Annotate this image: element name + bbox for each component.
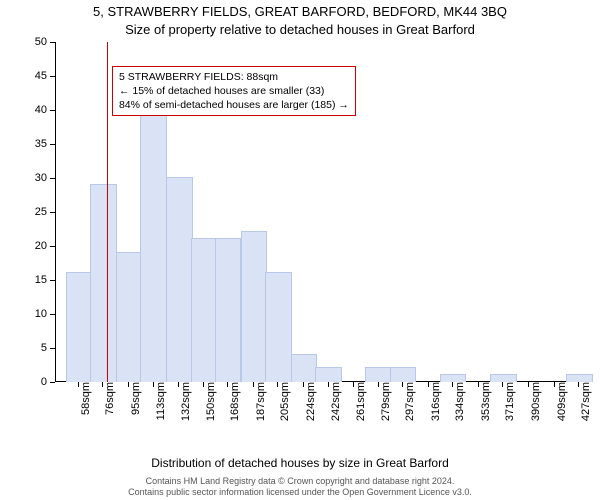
x-tick-label: 353sqm bbox=[474, 382, 492, 421]
x-tick-label: 279sqm bbox=[374, 382, 392, 421]
y-tick-label: 10 bbox=[35, 308, 55, 320]
histogram-bar bbox=[291, 354, 317, 382]
footer-line-2: Contains public sector information licen… bbox=[0, 487, 600, 498]
x-tick-label: 187sqm bbox=[249, 382, 267, 421]
y-axis-line bbox=[55, 42, 56, 382]
y-tick-label: 35 bbox=[35, 138, 55, 150]
histogram-bar bbox=[315, 367, 341, 382]
x-tick-label: 242sqm bbox=[324, 382, 342, 421]
x-tick-label: 205sqm bbox=[273, 382, 291, 421]
y-tick-label: 0 bbox=[41, 376, 55, 388]
x-tick-label: 371sqm bbox=[498, 382, 516, 421]
y-tick-label: 5 bbox=[41, 342, 55, 354]
histogram-bar bbox=[566, 374, 592, 382]
histogram-bar bbox=[191, 238, 217, 382]
x-tick-label: 150sqm bbox=[199, 382, 217, 421]
x-tick-label: 224sqm bbox=[299, 382, 317, 421]
histogram-bar bbox=[116, 252, 142, 382]
x-tick-label: 427sqm bbox=[574, 382, 592, 421]
histogram-bar bbox=[215, 238, 241, 382]
x-tick-label: 297sqm bbox=[398, 382, 416, 421]
x-tick-label: 316sqm bbox=[424, 382, 442, 421]
histogram-bar bbox=[490, 374, 516, 382]
annotation-box: 5 STRAWBERRY FIELDS: 88sqm← 15% of detac… bbox=[112, 66, 356, 117]
attribution-footer: Contains HM Land Registry data © Crown c… bbox=[0, 476, 600, 498]
histogram-bar bbox=[90, 184, 116, 382]
y-tick-label: 30 bbox=[35, 172, 55, 184]
y-tick-label: 20 bbox=[35, 240, 55, 252]
histogram-bar bbox=[166, 177, 192, 382]
chart-title-sub: Size of property relative to detached ho… bbox=[0, 22, 600, 37]
histogram-bar bbox=[241, 231, 267, 382]
annotation-line-3: 84% of semi-detached houses are larger (… bbox=[119, 98, 349, 112]
annotation-line-2: ← 15% of detached houses are smaller (33… bbox=[119, 84, 349, 98]
y-tick-label: 15 bbox=[35, 274, 55, 286]
x-tick-label: 95sqm bbox=[124, 382, 142, 415]
x-tick-label: 409sqm bbox=[550, 382, 568, 421]
subject-marker-line bbox=[107, 42, 108, 382]
y-tick-label: 50 bbox=[35, 36, 55, 48]
chart-title-address: 5, STRAWBERRY FIELDS, GREAT BARFORD, BED… bbox=[0, 4, 600, 19]
x-tick-label: 113sqm bbox=[149, 382, 167, 420]
x-tick-label: 390sqm bbox=[524, 382, 542, 421]
x-tick-label: 261sqm bbox=[349, 382, 367, 421]
x-tick-label: 132sqm bbox=[174, 382, 192, 421]
histogram-bar bbox=[66, 272, 92, 382]
x-tick-label: 334sqm bbox=[448, 382, 466, 421]
histogram-bar bbox=[440, 374, 466, 382]
x-tick-label: 58sqm bbox=[74, 382, 92, 415]
histogram-bar bbox=[140, 102, 166, 382]
x-axis-label: Distribution of detached houses by size … bbox=[0, 456, 600, 470]
plot-area: 0510152025303540455058sqm76sqm95sqm113sq… bbox=[55, 42, 577, 382]
chart-container: 5, STRAWBERRY FIELDS, GREAT BARFORD, BED… bbox=[0, 0, 600, 500]
histogram-bar bbox=[390, 367, 416, 382]
y-tick-label: 45 bbox=[35, 70, 55, 82]
footer-line-1: Contains HM Land Registry data © Crown c… bbox=[0, 476, 600, 487]
histogram-bar bbox=[265, 272, 291, 382]
annotation-line-1: 5 STRAWBERRY FIELDS: 88sqm bbox=[119, 70, 349, 84]
y-tick-label: 25 bbox=[35, 206, 55, 218]
x-tick-label: 76sqm bbox=[98, 382, 116, 415]
histogram-bar bbox=[365, 367, 391, 382]
x-tick-label: 168sqm bbox=[223, 382, 241, 421]
y-tick-label: 40 bbox=[35, 104, 55, 116]
